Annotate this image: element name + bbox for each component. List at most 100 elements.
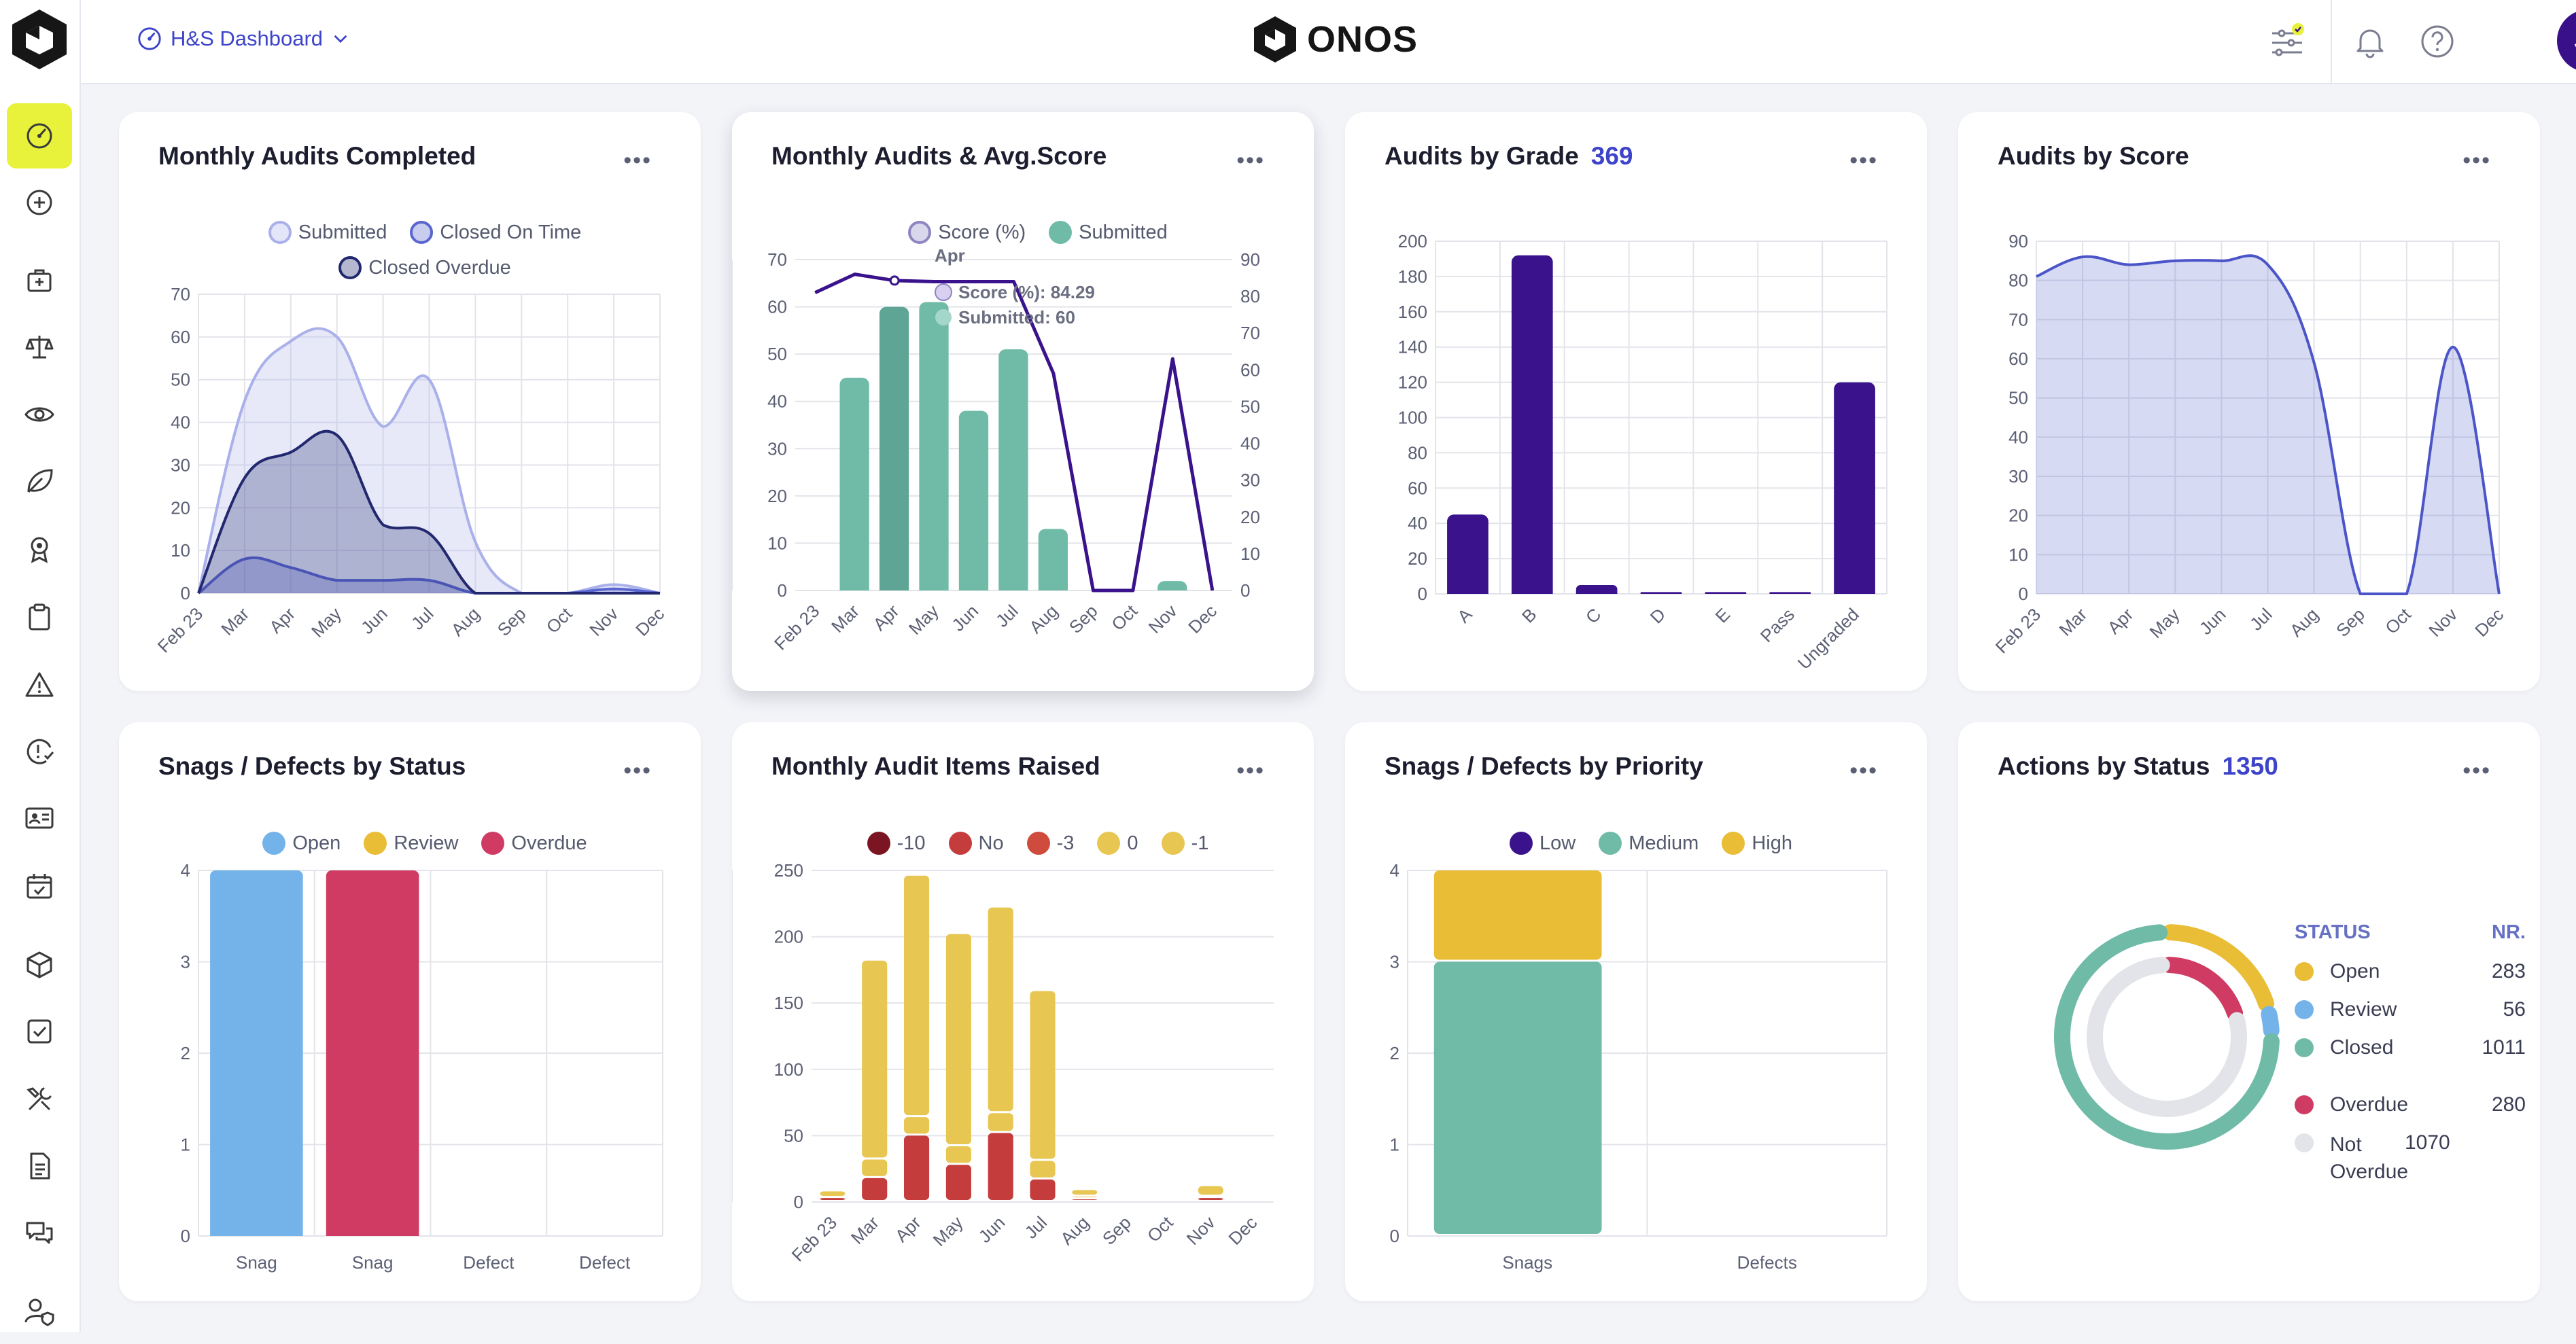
document-icon bbox=[30, 1152, 50, 1180]
status-table: STATUS NR. Open 283 Review 56 Closed 1011 Over… bbox=[2295, 921, 2526, 1201]
legend-item[interactable]: Open bbox=[262, 832, 341, 855]
legend-item[interactable]: Submitted bbox=[268, 221, 387, 244]
award-icon bbox=[31, 537, 48, 563]
status-row[interactable]: Closed 1011 bbox=[2295, 1036, 2526, 1059]
sidebar-item-alert-check[interactable] bbox=[7, 719, 72, 784]
y-tick-label: 20 bbox=[2008, 506, 2028, 526]
legend-item[interactable]: Score (%) bbox=[908, 221, 1026, 244]
card-monthly-audits-completed: 0 10 20 30 40 50 60 70 Feb 23 Mar Apr May Jun Jul Aug S… bbox=[119, 112, 701, 691]
sidebar-item-box[interactable] bbox=[7, 932, 72, 997]
y-tick-label: 3 bbox=[1390, 952, 1399, 972]
legend-item[interactable]: Low bbox=[1509, 832, 1576, 855]
card-title: Monthly Audits & Avg.Score bbox=[771, 142, 1107, 170]
sidebar-item-warning[interactable] bbox=[7, 652, 72, 718]
status-row[interactable]: Review 56 bbox=[2295, 998, 2526, 1021]
sidebar-item-award[interactable] bbox=[7, 516, 72, 582]
legend-item[interactable]: 0 bbox=[1097, 832, 1138, 855]
sidebar-item-leaf[interactable] bbox=[7, 448, 72, 514]
status-row[interactable]: Open 283 bbox=[2295, 960, 2526, 983]
status-label: Overdue bbox=[2330, 1093, 2409, 1116]
x-tick-label: Oct bbox=[542, 603, 576, 637]
card-menu-button[interactable]: ••• bbox=[1849, 758, 1878, 783]
bar--1 bbox=[862, 1159, 888, 1176]
sidebar-item-user-shield[interactable] bbox=[7, 1279, 72, 1344]
legend-item[interactable]: Overdue bbox=[481, 832, 587, 855]
x-tick-label: Nov bbox=[1183, 1212, 1219, 1249]
y-tick-label: 70 bbox=[171, 284, 190, 304]
x-tick-label: Mar bbox=[217, 603, 253, 639]
card-title: Audits by Grade 369 bbox=[1385, 142, 1633, 171]
dashboard-selector-label: H&S Dashboard bbox=[171, 26, 324, 50]
checkbox-icon bbox=[27, 1019, 52, 1044]
card-menu-button[interactable]: ••• bbox=[1236, 147, 1265, 173]
gauge-icon bbox=[138, 27, 161, 50]
legend-item[interactable]: Review bbox=[364, 832, 458, 855]
filter-settings-button[interactable] bbox=[2263, 18, 2311, 65]
bar-no bbox=[820, 1198, 846, 1200]
y-tick-label: 2 bbox=[1390, 1043, 1399, 1063]
x-tick-label: Snags bbox=[1502, 1252, 1552, 1273]
legend-item[interactable]: Closed Overdue bbox=[338, 256, 511, 279]
legend-swatch bbox=[410, 221, 434, 244]
dashboard-selector[interactable]: H&S Dashboard bbox=[137, 26, 350, 52]
legend-item[interactable]: Submitted bbox=[1049, 221, 1168, 244]
status-label: Not Overdue bbox=[2330, 1133, 2409, 1183]
status-label: Open bbox=[2330, 960, 2380, 983]
avatar[interactable]: JK bbox=[2557, 10, 2576, 72]
sidebar-item-medical-kit[interactable] bbox=[7, 247, 72, 313]
status-label: Closed bbox=[2330, 1036, 2394, 1059]
legend-swatch bbox=[867, 832, 890, 855]
box-icon bbox=[27, 951, 52, 978]
status-value: 1070 bbox=[2405, 1131, 2450, 1154]
sidebar-item-checkbox[interactable] bbox=[7, 999, 72, 1064]
snags-by-status-chart: 0 1 2 3 4 Snag Snag Defect Defect bbox=[181, 860, 663, 1273]
card-menu-button[interactable]: ••• bbox=[1849, 147, 1878, 173]
card-menu-button[interactable]: ••• bbox=[1236, 758, 1265, 783]
card-menu-button[interactable]: ••• bbox=[2462, 147, 2491, 173]
legend-swatch bbox=[338, 256, 362, 279]
help-icon bbox=[2421, 25, 2454, 58]
legend-item[interactable]: High bbox=[1722, 832, 1792, 855]
y-tick-label: 50 bbox=[784, 1125, 803, 1146]
bar-0 bbox=[904, 875, 930, 1116]
sidebar-item-add[interactable] bbox=[7, 170, 72, 235]
sidebar-item-dashboard[interactable] bbox=[7, 103, 72, 169]
y-tick-label: 0 bbox=[2019, 584, 2028, 604]
y-tick-label: 30 bbox=[171, 455, 190, 475]
sidebar-item-calendar-check[interactable] bbox=[7, 853, 72, 919]
bar--1 bbox=[988, 1113, 1013, 1131]
area-score bbox=[2036, 255, 2499, 594]
notifications-button[interactable] bbox=[2346, 18, 2394, 65]
help-button[interactable] bbox=[2414, 18, 2461, 65]
x-tick-label: Nov bbox=[1145, 601, 1181, 637]
y-tick-label: 4 bbox=[1390, 860, 1399, 881]
status-value: 283 bbox=[2491, 960, 2526, 983]
legend-item[interactable]: -10 bbox=[867, 832, 926, 855]
sidebar-item-id-card[interactable] bbox=[7, 785, 72, 851]
monthly-audits-avg-score-chart: 0 10 20 30 40 50 60 70 0 10 20 30 40 50 60 70 80 90 Apr Sco… bbox=[732, 245, 1260, 654]
card-title: Monthly Audits Completed bbox=[158, 142, 476, 170]
y-tick-label: 30 bbox=[767, 438, 787, 459]
legend-item[interactable]: Medium bbox=[1599, 832, 1699, 855]
bar-open bbox=[210, 870, 303, 1236]
legend-item[interactable]: Closed On Time bbox=[410, 221, 581, 244]
legend-item[interactable]: -3 bbox=[1026, 832, 1074, 855]
area-submitted bbox=[198, 328, 660, 593]
legend-item[interactable]: No bbox=[948, 832, 1004, 855]
sidebar-item-clipboard[interactable] bbox=[7, 584, 72, 650]
sidebar-item-scales[interactable] bbox=[7, 314, 72, 379]
sidebar-item-eye[interactable] bbox=[7, 382, 72, 447]
sidebar-item-chat[interactable] bbox=[7, 1200, 72, 1265]
status-row[interactable]: Not Overdue 1070 bbox=[2295, 1131, 2526, 1186]
y2-tick-label: 90 bbox=[1240, 249, 1260, 270]
sidebar-item-tools[interactable] bbox=[7, 1067, 72, 1132]
status-table-header: STATUS NR. bbox=[2295, 921, 2526, 944]
card-menu-button[interactable]: ••• bbox=[623, 147, 652, 173]
sidebar-item-document[interactable] bbox=[7, 1133, 72, 1199]
card-menu-button[interactable]: ••• bbox=[623, 758, 652, 783]
x-tick-label: May bbox=[307, 603, 345, 641]
card-menu-button[interactable]: ••• bbox=[2462, 758, 2491, 783]
legend-item[interactable]: -1 bbox=[1161, 832, 1208, 855]
onos-logo-icon[interactable] bbox=[5, 5, 73, 73]
status-row[interactable]: Overdue 280 bbox=[2295, 1093, 2526, 1116]
